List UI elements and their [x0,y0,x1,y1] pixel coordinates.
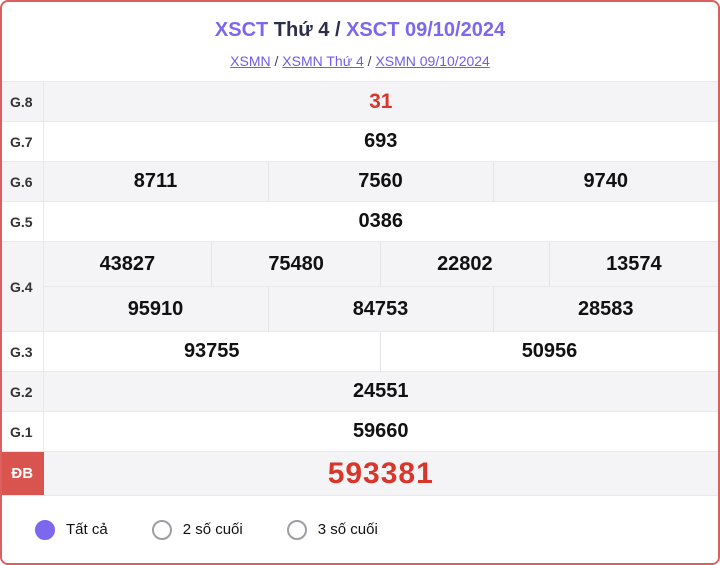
table-row-g8: G.8 31 [2,81,718,122]
prize-label-g8: G.8 [2,81,44,122]
breadcrumb-link-xsmn-date[interactable]: XSMN 09/10/2024 [375,53,490,69]
header: XSCT Thứ 4 / XSCT 09/10/2024 XSMN / XSMN… [2,2,718,81]
prize-label-g7: G.7 [2,121,44,162]
prize-label-g6: G.6 [2,161,44,202]
page-title: XSCT Thứ 4 / XSCT 09/10/2024 [2,18,718,43]
prize-value-g6-2: 7560 [267,161,493,202]
prize-value-g3-2: 50956 [380,331,718,372]
prize-value-db: 593381 [43,451,718,495]
title-date: XSCT 09/10/2024 [346,19,506,41]
filter-option-last2[interactable]: 2 số cuối [151,519,243,540]
table-row-g2: G.2 24551 [2,371,718,412]
table-row-g7: G.7 693 [2,121,718,162]
prize-label-g3: G.3 [2,331,44,372]
title-lottery-name: XSCT [214,19,269,41]
prize-value-g8: 31 [43,81,718,122]
breadcrumb: XSMN / XSMN Thứ 4 / XSMN 09/10/2024 [2,52,718,70]
filter-option-all[interactable]: Tất cả [35,519,108,540]
radio-icon [151,519,172,540]
prize-value-g2: 24551 [43,371,718,412]
prize-value-g7: 693 [43,121,718,162]
table-row-g4-bottom: 95910 84753 28583 [2,286,718,332]
prize-value-g4-1: 43827 [43,241,212,287]
radio-icon [35,519,55,540]
breadcrumb-separator: / [270,53,283,69]
prize-label-g1: G.1 [2,411,44,452]
radio-icon [286,519,307,540]
prize-value-g4-2: 75480 [211,241,381,287]
filter-option-label: 2 số cuối [182,521,243,538]
prize-value-g4-3: 22802 [380,241,550,287]
prize-value-g5: 0386 [43,201,718,242]
prize-value-g6-1: 8711 [43,161,268,202]
breadcrumb-link-xsmn[interactable]: XSMN [230,53,271,69]
prize-value-g4-5: 95910 [43,286,268,332]
prize-value-g4-7: 28583 [492,286,718,332]
filter-option-label: 3 số cuối [317,521,378,538]
prize-value-g6-3: 9740 [492,161,718,202]
prize-label-g5: G.5 [2,201,44,242]
prize-label-g2: G.2 [2,371,44,412]
filter-bar: Tất cả 2 số cuối 3 số cuối [2,495,718,563]
table-row-g1: G.1 59660 [2,411,718,452]
prize-value-g4-4: 13574 [548,241,718,287]
table-row-g5: G.5 0386 [2,201,718,242]
prize-value-g4-6: 84753 [267,286,493,332]
filter-option-last3[interactable]: 3 số cuối [286,519,378,540]
prize-value-g1: 59660 [43,411,718,452]
table-row-g3: G.3 93755 50956 [2,331,718,372]
prize-value-g3-1: 93755 [43,331,381,372]
results-table: G.8 31 G.7 693 G.6 8711 7560 9740 G.5 03… [2,81,718,495]
prize-label-db: ĐB [2,451,44,495]
title-weekday: Thứ 4 / [268,19,347,41]
breadcrumb-link-xsmn-thu4[interactable]: XSMN Thứ 4 [282,53,364,69]
table-row-g6: G.6 8711 7560 9740 [2,161,718,202]
filter-option-label: Tất cả [66,521,108,538]
prize-label-g4: G.4 [2,241,44,332]
table-row-g4-top: G.4 43827 75480 22802 13574 [2,241,718,332]
table-row-db: ĐB 593381 [2,451,718,495]
breadcrumb-separator: / [363,53,376,69]
